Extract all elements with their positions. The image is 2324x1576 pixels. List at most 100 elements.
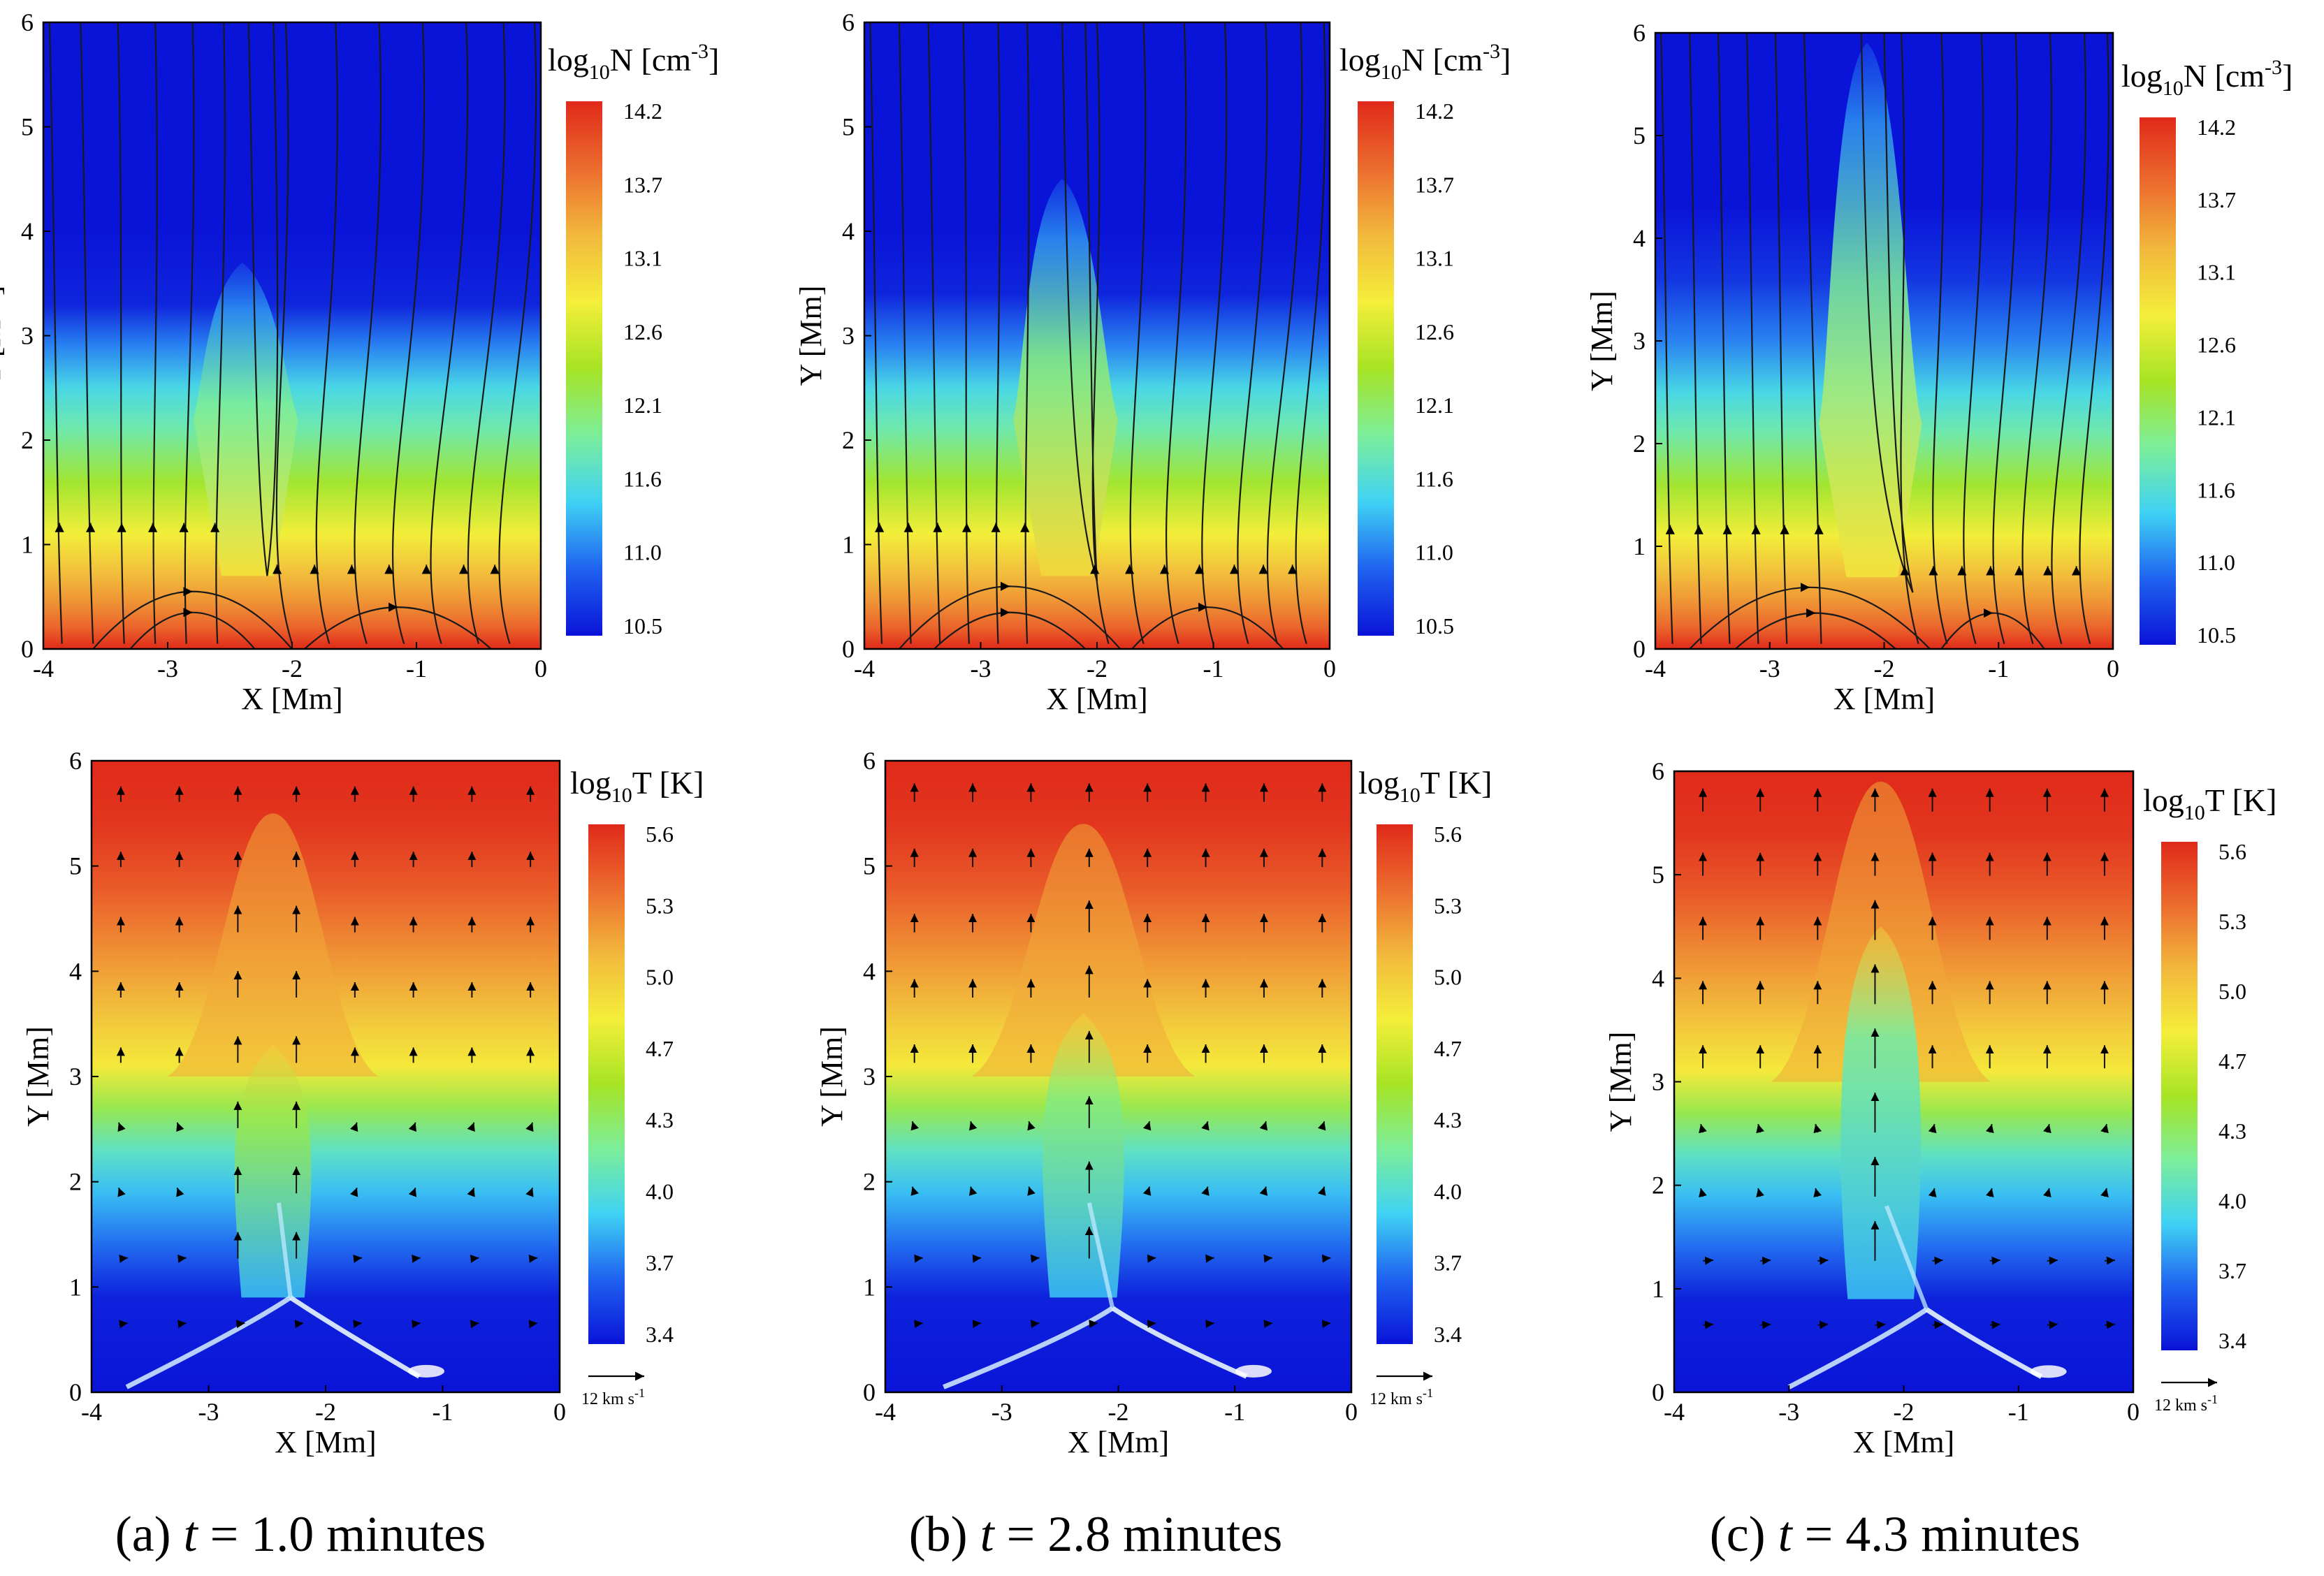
colorbar-title-sup: -3 (691, 40, 709, 63)
magnetic-field-lines (48, 22, 537, 649)
y-tick-label: 5 (69, 852, 82, 880)
field-line (1774, 33, 1788, 644)
x-tick-label: -2 (1108, 1398, 1129, 1426)
colorbar-tick-label: 5.3 (1434, 893, 1462, 918)
x-tick-label: -2 (1894, 1398, 1915, 1426)
y-axis-label: Y [Mm] (815, 1026, 849, 1127)
colorbar-tick-label: 12.6 (1415, 319, 1454, 344)
field-line (467, 22, 506, 644)
caption-variable: t (184, 1506, 199, 1562)
x-tick-label: -4 (81, 1398, 102, 1426)
caption-variable: t (980, 1506, 996, 1562)
y-tick-label: 3 (1633, 327, 1646, 355)
colorbar-bottom-cap (1377, 1340, 1413, 1344)
caption-value: 2.8 (1047, 1506, 1110, 1562)
x-tick-label: -3 (971, 655, 992, 683)
colorbar-tick-label: 12.1 (1415, 393, 1454, 418)
velocity-vector (176, 1122, 184, 1132)
field-line (995, 22, 1001, 644)
reference-vector-label: 12 km s-1 (2154, 1392, 2218, 1415)
caption-1: (b) t = 2.8 minutes (909, 1506, 1283, 1562)
field-line (266, 22, 279, 576)
velocity-vector (914, 1320, 923, 1329)
colorbar-title: log10T [K] (570, 765, 704, 807)
velocity-vector (910, 1186, 919, 1196)
colorbar-tick-label: 4.3 (646, 1107, 674, 1132)
colorbar-top-cap (2140, 117, 2176, 122)
field-line (1717, 33, 1731, 644)
field-line (315, 22, 339, 644)
velocity-vector (408, 1187, 417, 1197)
colorbar-title-sub: 10 (2184, 801, 2205, 824)
colorbar-tick-label: 5.6 (1434, 822, 1462, 847)
colorbar-tick-label: 11.0 (2197, 550, 2235, 575)
velocity-vector (467, 1187, 475, 1197)
reference-label-text: 12 km s (1370, 1390, 1423, 1408)
colorbar-title-var: N (610, 42, 633, 78)
velocity-vector (1699, 1123, 1707, 1134)
field-line (2051, 33, 2086, 644)
colorbar-tick-label: 4.0 (1434, 1179, 1462, 1204)
caption-label: (c) (1710, 1506, 1766, 1562)
x-tick-label: -4 (1645, 655, 1666, 683)
y-tick-label: 0 (863, 1378, 876, 1406)
y-tick-label: 0 (1633, 635, 1646, 663)
field-line (2079, 33, 2109, 644)
y-tick-label: 1 (1652, 1275, 1664, 1303)
colorbar-tick-label: 12.1 (2197, 404, 2236, 430)
colorbar-top-cap (566, 101, 602, 105)
colorbar-tick-label: 10.5 (623, 613, 662, 639)
caption-unit: minutes (1921, 1506, 2080, 1562)
velocity-vector (1147, 1254, 1156, 1263)
reference-label-exp: -1 (2207, 1392, 2218, 1406)
y-tick-label: 6 (1652, 757, 1664, 785)
caption-value: 4.3 (1845, 1506, 1908, 1562)
colorbar-title: log10N [cm-3] (1339, 40, 1511, 84)
velocity-vector (177, 1320, 187, 1329)
velocity-vector (2100, 1123, 2109, 1134)
velocity-vector (1813, 1188, 1822, 1198)
y-tick-label: 2 (1652, 1172, 1664, 1199)
velocity-vector (1760, 1256, 1771, 1265)
field-line (1963, 33, 1984, 644)
field-line (1932, 33, 1948, 644)
y-tick-label: 3 (1652, 1068, 1664, 1096)
field-line (152, 22, 158, 644)
colorbar-tick-label: 3.7 (1434, 1250, 1462, 1276)
y-tick-label: 4 (1652, 964, 1664, 992)
velocity-vector (1756, 1188, 1764, 1198)
current-sheet-left (1787, 1307, 1929, 1389)
colorbar-title-sub: 10 (1400, 784, 1421, 807)
current-sheet-left (125, 1295, 292, 1389)
velocity-vector (525, 1187, 534, 1197)
caption-2: (c) t = 4.3 minutes (1710, 1506, 2081, 1562)
colorbar: 5.6 5.3 5.0 4.7 4.3 4.0 3.7 3.4 log10T [K] (2143, 782, 2276, 1353)
velocity-vector (968, 1121, 978, 1131)
y-tick-label: 6 (863, 747, 876, 775)
colorbar-title-base: log (548, 42, 589, 78)
x-tick-label: -4 (854, 655, 875, 683)
field-line (430, 22, 469, 644)
panel-a-bottom: -4 -3 -2 -1 0 0 1 2 3 4 5 6 X [Mm] Y [Mm] 5.6 5.3 5.0 4.7… (21, 747, 704, 1459)
colorbar-tick-label: 11.0 (1415, 540, 1453, 565)
colorbar-tick-label: 12.6 (623, 319, 662, 344)
y-tick-label: 6 (842, 8, 855, 36)
field-line (1061, 22, 1098, 582)
colorbar-title-unit: [K] (2224, 782, 2276, 818)
velocity-vector (353, 1254, 362, 1263)
colorbar-title-unit: [K] (651, 765, 704, 801)
field-line (1992, 33, 2019, 644)
caption-label: (a) (115, 1506, 171, 1562)
field-line (1165, 22, 1187, 644)
velocity-vector (1142, 1121, 1152, 1131)
velocity-vector (412, 1320, 421, 1329)
velocity-vector (1932, 1256, 1943, 1265)
colormap-field (1655, 33, 2113, 649)
colorbar-title-sub: 10 (2163, 77, 2184, 100)
velocity-vector (1027, 1121, 1036, 1131)
colorbar-tick-label: 5.6 (646, 822, 674, 847)
velocity-vector (525, 1122, 534, 1132)
panel-b-top: -4 -3 -2 -1 0 0 1 2 3 4 5 6 X [Mm] Y [Mm] 14.2 13.7 13.1… (794, 8, 1511, 716)
current-sheet-blob (408, 1364, 444, 1378)
colorbar-title-sub: 10 (1381, 61, 1402, 84)
